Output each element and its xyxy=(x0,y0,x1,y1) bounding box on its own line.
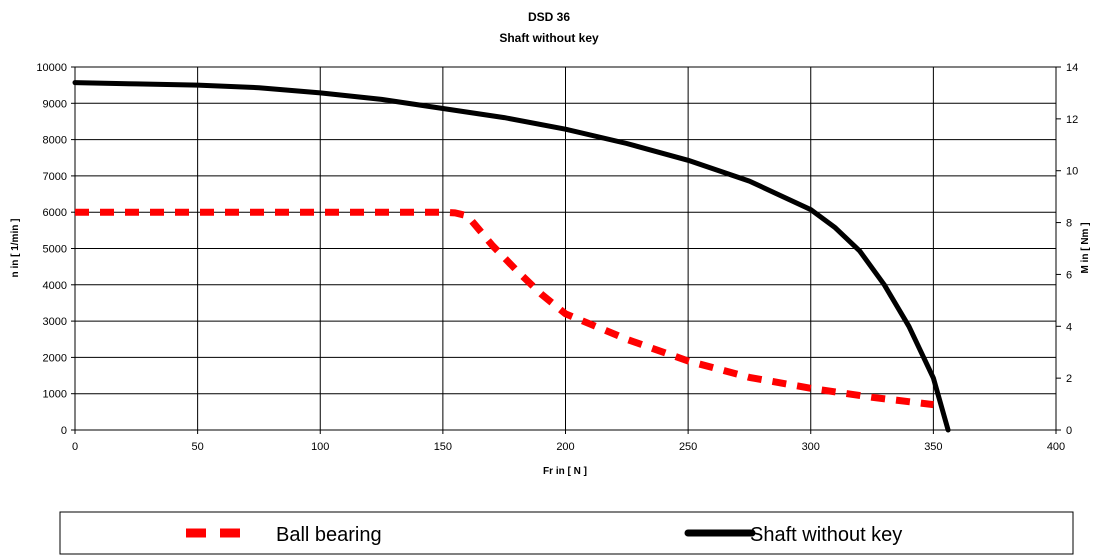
x-tick-label: 0 xyxy=(72,441,78,453)
x-tick-label: 300 xyxy=(802,441,820,453)
x-axis-label: Fr in [ N ] xyxy=(543,466,587,477)
axis-ticks: 0 50 100 150 200 250 300 350 4000100020003000400… xyxy=(36,62,1078,453)
series-line-ball-bearing xyxy=(75,208,934,409)
legend-label-shaft-without-key: Shaft without key xyxy=(750,524,902,546)
legend-label-ball-bearing: Ball bearing xyxy=(276,524,382,546)
x-tick-label: 150 xyxy=(434,441,452,453)
x-tick-label: 200 xyxy=(556,441,574,453)
y2-tick-label: 4 xyxy=(1066,321,1072,333)
y2-axis-label: M in [ Nm ] xyxy=(1080,222,1091,273)
y-tick-label: 9000 xyxy=(43,98,67,110)
y-tick-label: 0 xyxy=(61,425,67,437)
y2-tick-label: 6 xyxy=(1066,269,1072,281)
y2-tick-label: 8 xyxy=(1066,218,1072,230)
legend xyxy=(59,511,1074,555)
x-tick-label: 250 xyxy=(679,441,697,453)
x-tick-label: 350 xyxy=(924,441,942,453)
y-tick-label: 7000 xyxy=(43,171,67,183)
chart-title: DSD 36 xyxy=(528,10,570,24)
y-tick-label: 2000 xyxy=(43,352,67,364)
x-tick-label: 400 xyxy=(1047,441,1065,453)
y-axis-label: n in [ 1/min ] xyxy=(10,219,21,278)
chart-subtitle: Shaft without key xyxy=(499,31,599,45)
series-line-shaft-without-key xyxy=(72,80,951,433)
y2-tick-label: 2 xyxy=(1066,373,1072,385)
x-tick-label: 100 xyxy=(311,441,329,453)
x-tick-label: 50 xyxy=(192,441,204,453)
y-tick-label: 10000 xyxy=(36,62,67,74)
series-layer xyxy=(72,80,951,433)
y-tick-label: 3000 xyxy=(43,316,67,328)
y2-tick-label: 14 xyxy=(1066,62,1078,74)
y2-tick-label: 0 xyxy=(1066,425,1072,437)
y-tick-label: 5000 xyxy=(43,244,67,256)
y-tick-label: 1000 xyxy=(43,389,67,401)
y2-tick-label: 12 xyxy=(1066,114,1078,126)
y-tick-label: 8000 xyxy=(43,135,67,147)
y2-tick-label: 10 xyxy=(1066,166,1078,178)
y-tick-label: 6000 xyxy=(43,207,67,219)
y-tick-label: 4000 xyxy=(43,280,67,292)
